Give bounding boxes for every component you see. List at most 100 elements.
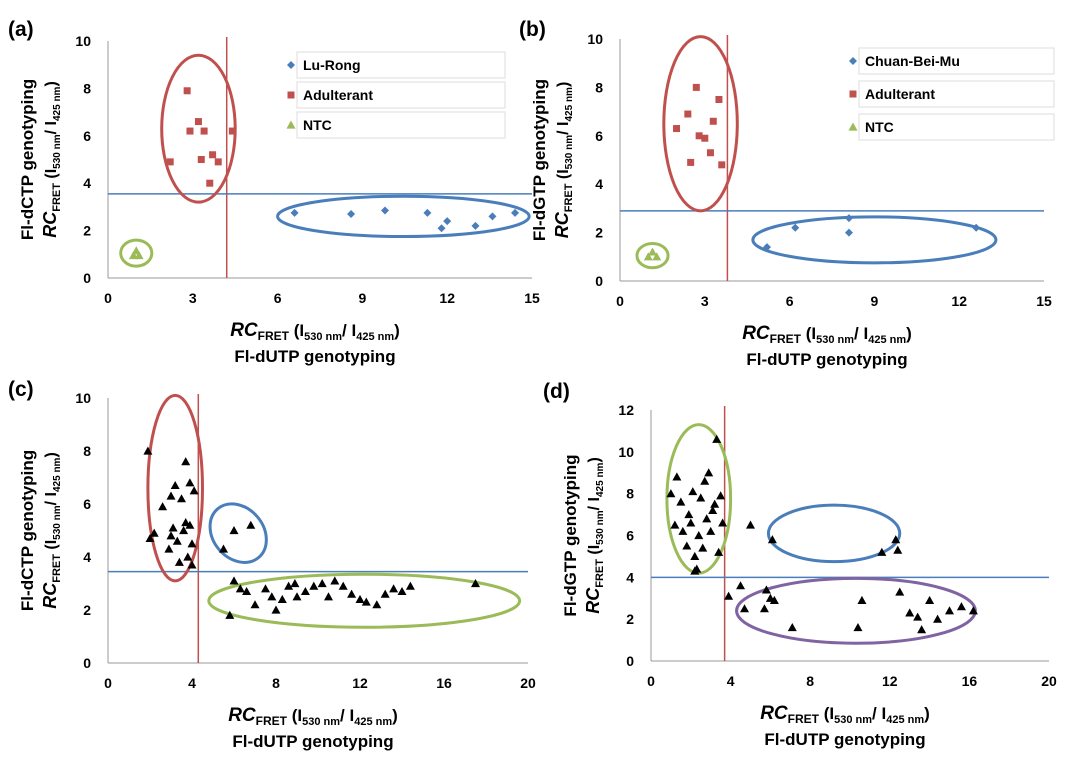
legend-label: Adulterant <box>303 87 373 103</box>
y-tick-label: 10 <box>75 33 91 49</box>
chart-panel-a: 0 3 6 9 12 15 0 2 4 6 8 10 Lu-Rong Adulterant NTC (a) RC… <box>8 18 540 366</box>
legend-label: Lu-Rong <box>303 57 361 73</box>
data-point <box>791 223 800 232</box>
x-tick-label: 6 <box>274 290 282 306</box>
y-tick-label: 10 <box>587 31 603 47</box>
legend-box <box>858 113 1055 141</box>
data-point <box>185 520 195 529</box>
data-point <box>177 494 186 503</box>
x-label-sub: FRET <box>788 712 820 726</box>
y-label-text: / I <box>555 122 572 135</box>
legend-box <box>858 47 1055 75</box>
x-label-rc: RC <box>742 323 770 344</box>
cluster-ellipse <box>662 35 739 213</box>
legend-marker <box>849 90 857 98</box>
data-point <box>372 600 382 609</box>
y-label-text: ) <box>43 81 60 86</box>
data-point <box>736 581 746 590</box>
x-label-rc: RC <box>228 705 256 726</box>
data-point <box>172 536 182 545</box>
y-tick-label: 6 <box>83 496 91 512</box>
chart-panel-b: 0 3 6 9 12 15 0 2 4 6 8 10 Chuan-Bei-Mu Adulterant NTC… <box>519 18 1055 369</box>
y-label-text: (I <box>43 169 60 183</box>
y-tick-label: 6 <box>595 128 603 144</box>
data-point <box>347 210 356 219</box>
data-point <box>187 560 197 569</box>
x-label-text: (I <box>819 704 834 723</box>
data-point <box>423 208 432 217</box>
legend-label: Adulterant <box>865 86 935 102</box>
x-tick-label: 4 <box>188 675 196 691</box>
y-tick-label: 10 <box>618 444 634 460</box>
cluster-ellipse <box>119 238 154 268</box>
data-point <box>189 486 199 495</box>
x-tick-label: 16 <box>436 675 452 691</box>
x-tick-label: 0 <box>616 293 624 309</box>
x-tick-label: 15 <box>524 290 540 306</box>
data-point <box>271 605 281 614</box>
x-tick-label: 12 <box>439 290 455 306</box>
data-point <box>724 591 734 600</box>
data-point <box>762 243 771 252</box>
y-tick-label: 4 <box>595 176 603 192</box>
data-point <box>690 551 700 561</box>
y-axis-label: RCFRET (I530 nm/ I425 nm) <box>583 457 606 614</box>
data-point <box>917 625 927 634</box>
data-point <box>696 493 706 502</box>
data-point <box>759 604 769 613</box>
data-point <box>185 478 195 487</box>
cluster-ellipse <box>665 423 733 575</box>
data-point <box>690 566 700 575</box>
y-label-sub: 425 nm <box>595 462 606 497</box>
data-point <box>956 602 966 611</box>
data-point <box>710 499 720 508</box>
data-point <box>397 586 407 596</box>
data-point <box>277 594 287 603</box>
y-axis-label-line1: Fl-dGTP genotyping <box>561 454 580 616</box>
data-point <box>643 252 653 261</box>
data-point <box>250 600 260 609</box>
data-point <box>718 518 728 527</box>
data-point <box>895 587 905 596</box>
data-point <box>166 491 176 500</box>
y-tick-label: 4 <box>626 569 634 585</box>
panel-label: (b) <box>519 18 546 41</box>
data-point <box>715 96 723 103</box>
x-tick-label: 16 <box>962 673 978 689</box>
data-point <box>687 158 695 166</box>
data-point <box>380 589 390 598</box>
legend-marker <box>287 91 295 99</box>
cluster-ellipse <box>208 502 268 564</box>
data-point <box>857 595 867 604</box>
x-tick-label: 3 <box>701 293 709 309</box>
legend-label: NTC <box>865 119 894 135</box>
data-point <box>235 584 245 593</box>
data-point <box>194 118 202 126</box>
x-axis-label-line2: Fl-dUTP genotyping <box>764 730 925 749</box>
data-point <box>347 589 357 598</box>
x-tick-label: 0 <box>647 673 655 689</box>
x-tick-label: 12 <box>951 293 967 309</box>
cluster-ellipse <box>735 576 977 645</box>
data-point <box>219 544 228 553</box>
x-tick-label: 12 <box>882 673 898 689</box>
data-point <box>672 472 682 481</box>
data-point <box>292 592 302 601</box>
data-point <box>666 489 676 498</box>
y-tick-label: 8 <box>83 80 91 96</box>
x-label-text: ) <box>924 704 930 723</box>
x-label-sub: 425 nm <box>356 331 394 343</box>
y-tick-label: 6 <box>83 128 91 144</box>
data-point <box>471 221 480 230</box>
x-axis-label: RCFRET (I530 nm/ I425 nm) <box>228 705 398 728</box>
x-axis-label-line2: Fl-dUTP genotyping <box>232 732 393 751</box>
data-point <box>166 531 176 540</box>
y-tick-label: 8 <box>626 486 634 502</box>
x-tick-label: 0 <box>104 290 112 306</box>
y-tick-label: 8 <box>83 443 91 459</box>
y-tick-label: 4 <box>83 549 91 565</box>
x-tick-label: 4 <box>727 673 735 689</box>
data-point <box>381 206 390 215</box>
data-point <box>702 514 712 523</box>
y-tick-label: 10 <box>75 390 91 406</box>
